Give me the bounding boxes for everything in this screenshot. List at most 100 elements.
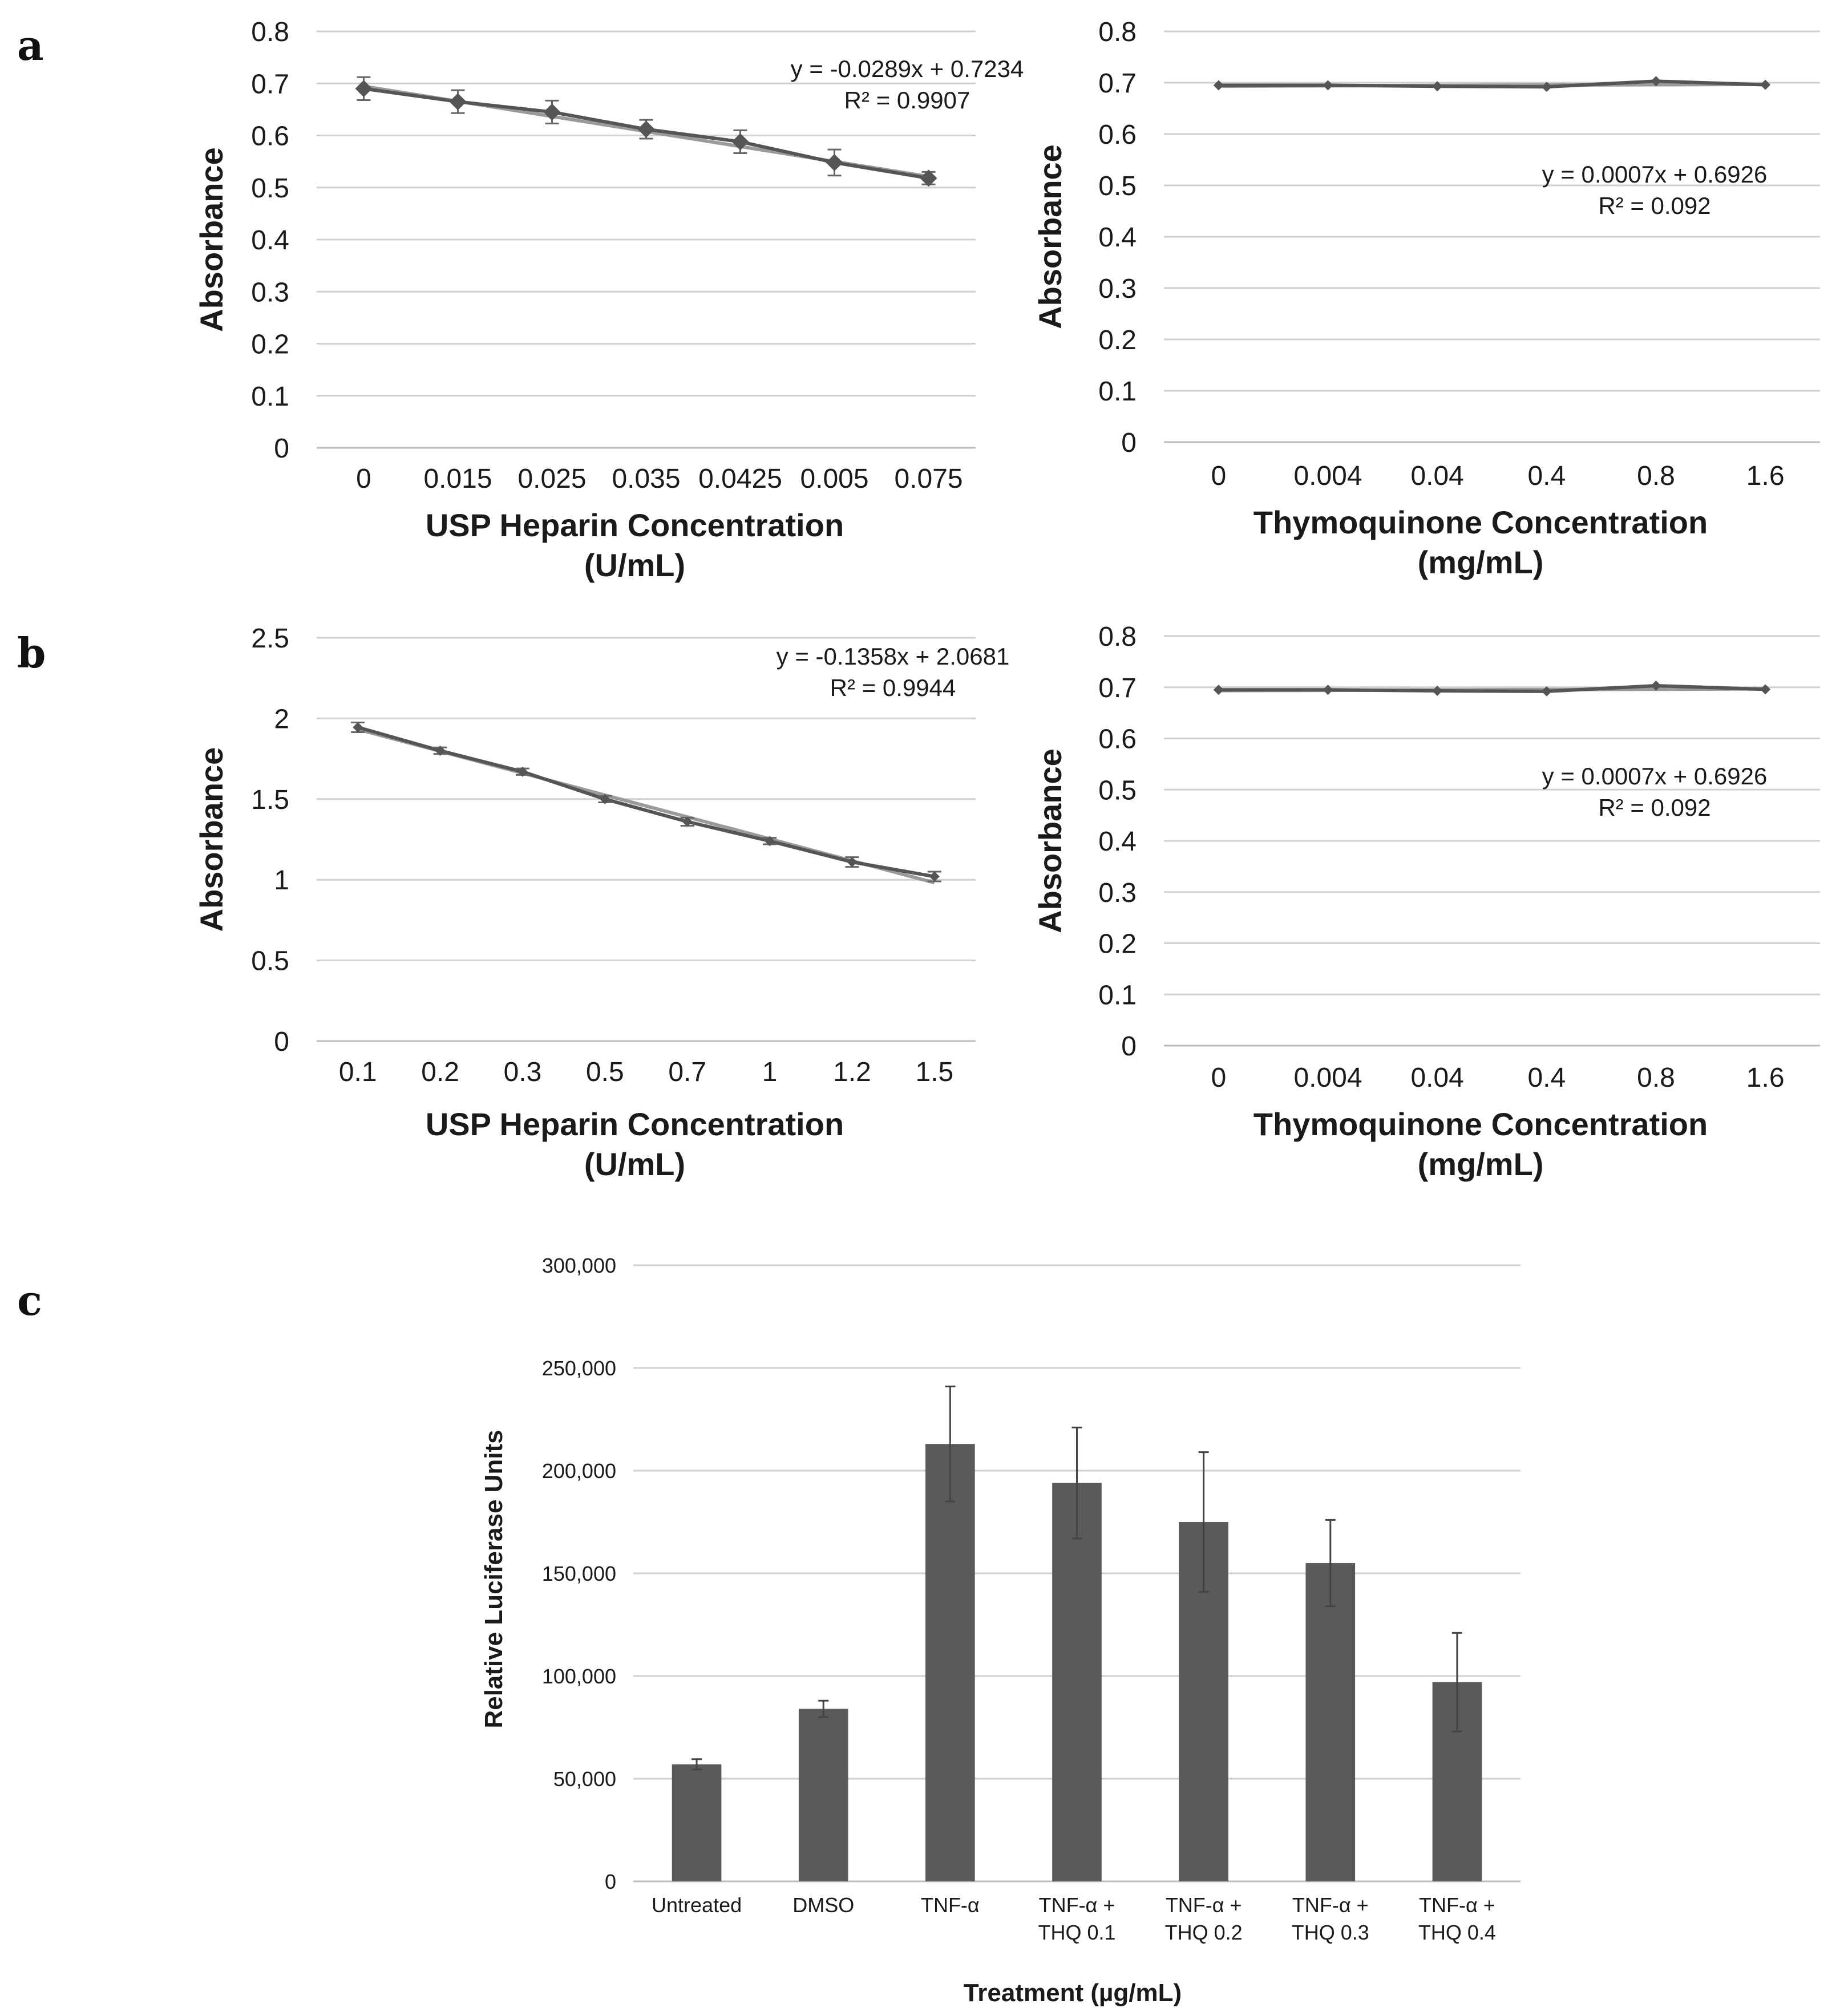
- y-axis-title: Absorbance: [1032, 748, 1068, 933]
- chart-a-right: 0 0.1 0.2 0.3 0.4 0.5 0.6 0.7 0.8 0 0.004 0.04 0.4 0.…: [1032, 17, 1820, 580]
- trendline-equation: y = 0.0007x + 0.6926: [1542, 763, 1768, 790]
- x-tick-label: 0: [1211, 1063, 1226, 1093]
- trendline-equation: R² = 0.9907: [844, 87, 970, 114]
- x-axis-title: (U/mL): [584, 547, 685, 583]
- x-tick-label: THQ 0.2: [1165, 1921, 1243, 1944]
- x-tick-label: 0.025: [517, 464, 586, 494]
- data-point: [826, 153, 843, 171]
- y-tick-label: 0.8: [1098, 17, 1137, 47]
- y-tick-label: 0.5: [1098, 775, 1137, 805]
- data-point: [682, 816, 693, 827]
- data-point: [353, 722, 363, 732]
- y-tick-label: 0.8: [1098, 622, 1137, 652]
- x-tick-label: TNF-α +: [1292, 1893, 1369, 1917]
- y-axis-title: Absorbance: [193, 147, 229, 332]
- chart-a-left: 0 0.1 0.2 0.3 0.4 0.5 0.6 0.7 0.8 0 0.015 0.025 0.03…: [193, 17, 1024, 583]
- chart-b-right: 0 0.1 0.2 0.3 0.4 0.5 0.6 0.7 0.8 0 0.004 0.04 0.4 0.…: [1032, 622, 1820, 1182]
- x-tick-label: 0.004: [1293, 461, 1362, 491]
- y-tick-label: 0.7: [251, 69, 289, 99]
- y-tick-label: 0.3: [1098, 878, 1137, 908]
- panel-letter-a: a: [17, 21, 44, 70]
- chart-b-left: 0 0.5 1 1.5 2 2.5 0.1 0.2 0.3 0.5 0.7 1 1.2 1.5 USP He…: [193, 624, 1009, 1182]
- y-tick-label: 0.5: [251, 173, 289, 204]
- y-tick-label: 1: [274, 865, 289, 896]
- data-point: [435, 745, 446, 756]
- data-point: [1323, 685, 1333, 695]
- y-tick-label: 0: [1121, 428, 1137, 458]
- y-tick-label: 0.6: [1098, 120, 1137, 150]
- x-tick-label: 0.4: [1527, 1063, 1566, 1093]
- x-axis-title: USP Heparin Concentration: [426, 507, 844, 543]
- y-tick-label: 0.8: [251, 17, 289, 47]
- y-tick-label: 250,000: [542, 1357, 616, 1380]
- data-point: [920, 169, 937, 187]
- y-tick-label: 0.1: [1098, 980, 1137, 1010]
- y-tick-label: 0.2: [251, 330, 289, 360]
- bar: [798, 1709, 848, 1881]
- y-tick-label: 0.5: [1098, 171, 1137, 201]
- y-tick-label: 2: [274, 704, 289, 734]
- data-point: [847, 857, 858, 868]
- y-tick-label: 0.6: [251, 122, 289, 152]
- x-axis-title: (mg/mL): [1418, 1146, 1544, 1182]
- chart-c: 0 50,000 100,000 150,000 200,000 250,000 300,0…: [480, 1254, 1521, 2007]
- data-point: [449, 93, 467, 111]
- x-axis-title: Thymoquinone Concentration: [1253, 504, 1708, 540]
- trendline-equation: R² = 0.092: [1598, 794, 1710, 821]
- y-tick-label: 300,000: [542, 1254, 616, 1277]
- x-tick-label: 0.035: [612, 464, 680, 494]
- y-tick-label: 0.6: [1098, 724, 1137, 755]
- y-axis-title: Relative Luciferase Units: [480, 1430, 508, 1728]
- y-tick-label: 0: [274, 434, 289, 464]
- data-point: [637, 120, 655, 138]
- trendline-equation: y = -0.0289x + 0.7234: [791, 55, 1024, 82]
- data-point: [1651, 76, 1661, 87]
- y-tick-label: 0.2: [1098, 325, 1137, 355]
- y-tick-label: 0.2: [1098, 929, 1137, 960]
- x-tick-label: TNF-α +: [1166, 1893, 1242, 1917]
- panel-letter-c: c: [17, 1276, 42, 1325]
- data-point: [731, 133, 749, 151]
- series-line: [357, 726, 935, 879]
- x-tick-label: 1.2: [833, 1057, 871, 1087]
- x-tick-label: 0.04: [1410, 1063, 1463, 1093]
- x-tick-label: 0.005: [800, 464, 868, 494]
- series-line: [1218, 684, 1766, 693]
- x-tick-label: 0.4: [1527, 461, 1566, 491]
- x-tick-label: 0.004: [1293, 1063, 1362, 1093]
- data-point: [929, 871, 940, 882]
- x-axis-title: (mg/mL): [1418, 544, 1544, 580]
- data-point: [1323, 80, 1333, 91]
- data-point: [355, 80, 373, 98]
- x-tick-label: 0.7: [668, 1057, 706, 1087]
- y-tick-label: 2.5: [251, 624, 289, 654]
- data-point: [543, 103, 561, 121]
- x-tick-label: 0.5: [586, 1057, 624, 1087]
- bar: [1052, 1483, 1102, 1881]
- panel-letter-b: b: [17, 629, 46, 677]
- data-point: [1213, 80, 1224, 91]
- x-tick-label: 0: [1211, 461, 1226, 491]
- x-axis-title: Thymoquinone Concentration: [1253, 1106, 1708, 1142]
- y-tick-label: 100,000: [542, 1665, 616, 1688]
- trendline-equation: R² = 0.9944: [830, 674, 956, 701]
- series-line: [1218, 79, 1766, 89]
- x-tick-label: TNF-α: [921, 1893, 980, 1917]
- x-tick-label: 0: [356, 464, 371, 494]
- x-tick-label: 1: [762, 1057, 778, 1087]
- y-tick-label: 0.3: [251, 277, 289, 307]
- x-tick-label: TNF-α +: [1039, 1893, 1115, 1917]
- x-axis-title: USP Heparin Concentration: [426, 1106, 844, 1142]
- y-tick-label: 0.4: [1098, 222, 1137, 253]
- data-point: [600, 794, 610, 804]
- y-tick-label: 150,000: [542, 1562, 616, 1585]
- y-axis-title: Absorbance: [193, 747, 229, 932]
- data-point: [1213, 685, 1224, 695]
- x-tick-label: 0.0425: [698, 464, 782, 494]
- x-axis-title: (U/mL): [584, 1146, 685, 1182]
- x-tick-label: 0.1: [339, 1057, 377, 1087]
- bar: [672, 1764, 722, 1881]
- x-tick-label: 0.8: [1637, 1063, 1675, 1093]
- data-point: [1760, 79, 1771, 90]
